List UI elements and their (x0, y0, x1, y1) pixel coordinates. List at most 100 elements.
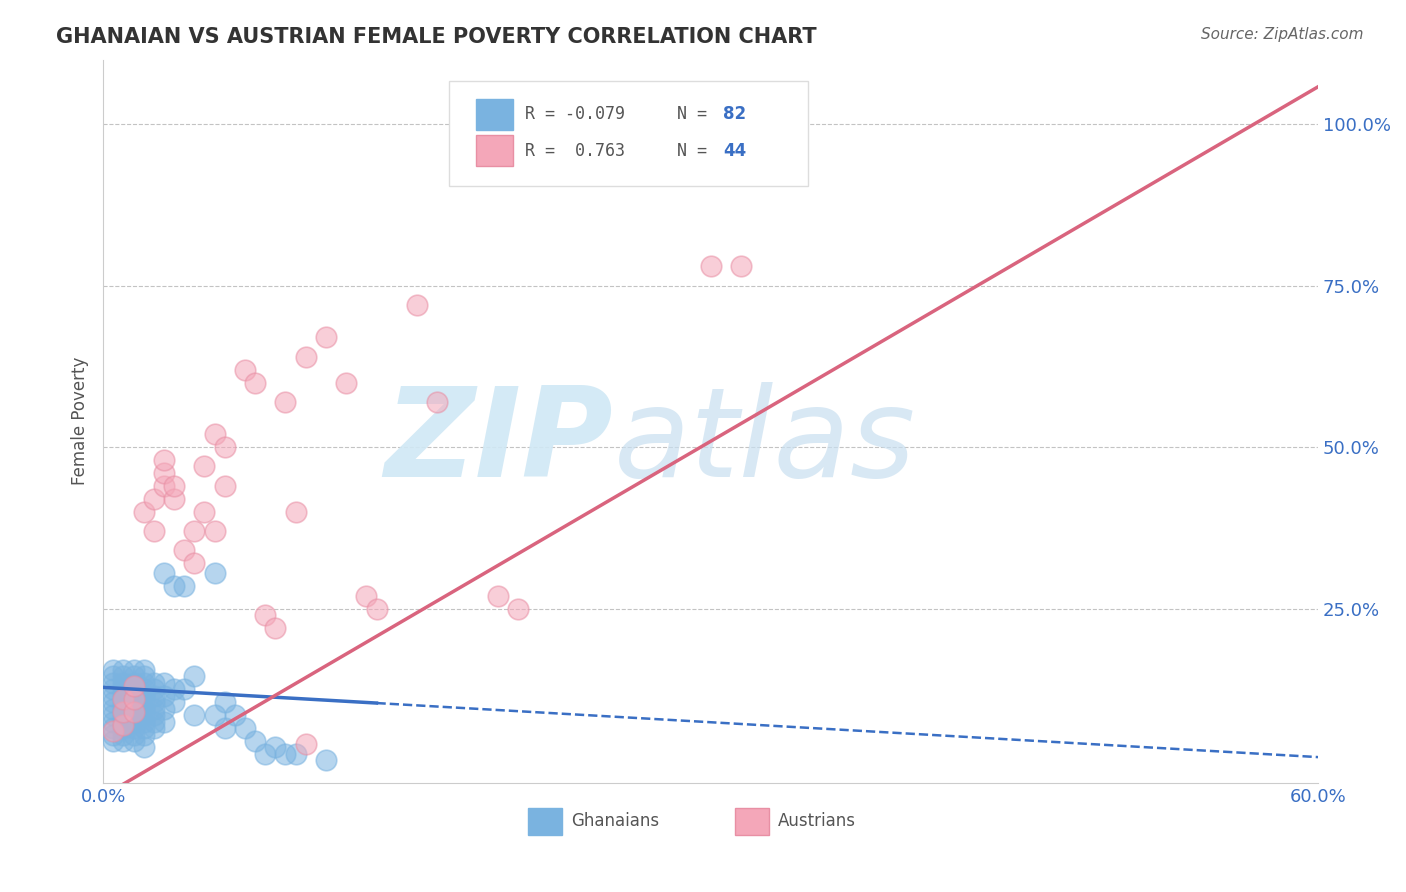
Text: atlas: atlas (613, 383, 915, 503)
Point (103, 676, 125, 690)
Point (243, 734, 266, 748)
Point (366, 601, 388, 615)
Text: Austrians: Austrians (778, 813, 855, 830)
Text: R =  0.763: R = 0.763 (524, 143, 624, 161)
Point (163, 479, 186, 493)
Point (122, 727, 145, 741)
Point (274, 395, 297, 409)
Point (406, 298, 429, 312)
Point (103, 682, 125, 697)
Point (112, 669, 135, 683)
Point (163, 491, 186, 506)
Point (233, 721, 256, 735)
Point (112, 692, 135, 706)
Point (183, 708, 205, 723)
Text: Source: ZipAtlas.com: Source: ZipAtlas.com (1201, 27, 1364, 42)
Point (153, 689, 176, 703)
Point (153, 453, 176, 467)
Point (132, 708, 155, 723)
Point (132, 676, 155, 690)
Point (153, 566, 176, 580)
Point (142, 491, 165, 506)
Point (173, 543, 195, 558)
Point (122, 721, 145, 735)
Point (122, 705, 145, 719)
Point (112, 676, 135, 690)
Point (426, 395, 449, 409)
Point (254, 747, 277, 761)
Point (112, 718, 135, 732)
Point (112, 727, 135, 741)
Point (142, 524, 165, 538)
Point (224, 708, 246, 723)
Point (112, 734, 135, 748)
Point (214, 695, 236, 709)
Point (142, 721, 165, 735)
Point (103, 695, 125, 709)
Point (204, 708, 226, 723)
Point (264, 621, 287, 635)
Point (508, 601, 530, 615)
Point (112, 708, 135, 723)
Point (112, 689, 135, 703)
Point (214, 479, 236, 493)
Point (103, 689, 125, 703)
FancyBboxPatch shape (477, 99, 513, 129)
Point (204, 566, 226, 580)
Point (486, 589, 509, 603)
Point (294, 350, 316, 364)
Point (142, 695, 165, 709)
Point (122, 734, 145, 748)
Point (132, 505, 155, 519)
Point (142, 708, 165, 723)
Text: R = -0.079: R = -0.079 (524, 105, 624, 123)
Point (284, 505, 307, 519)
Point (122, 701, 145, 715)
Point (112, 721, 135, 735)
Point (193, 459, 215, 474)
Point (173, 682, 195, 697)
Point (315, 330, 337, 344)
Point (112, 714, 135, 729)
Point (183, 669, 205, 683)
Point (142, 682, 165, 697)
Point (356, 589, 378, 603)
Point (132, 727, 155, 741)
Point (243, 376, 266, 390)
Y-axis label: Female Poverty: Female Poverty (72, 357, 89, 485)
FancyBboxPatch shape (529, 807, 562, 835)
Point (638, 136, 661, 151)
Text: Ghanaians: Ghanaians (571, 813, 659, 830)
Point (153, 714, 176, 729)
Point (112, 695, 135, 709)
Point (112, 663, 135, 677)
Point (132, 721, 155, 735)
Text: N =: N = (676, 143, 707, 161)
Point (103, 724, 125, 739)
Point (132, 695, 155, 709)
Point (132, 682, 155, 697)
Point (122, 695, 145, 709)
Point (163, 695, 186, 709)
Point (163, 579, 186, 593)
Point (142, 689, 165, 703)
Point (669, 136, 692, 151)
Point (103, 708, 125, 723)
Point (153, 676, 176, 690)
Point (132, 669, 155, 683)
Point (122, 669, 145, 683)
FancyBboxPatch shape (450, 81, 808, 186)
Point (730, 260, 752, 274)
Point (112, 701, 135, 715)
Point (193, 505, 215, 519)
Point (122, 676, 145, 690)
Point (214, 721, 236, 735)
Point (122, 689, 145, 703)
Point (103, 714, 125, 729)
Point (122, 714, 145, 729)
Text: 82: 82 (723, 105, 747, 123)
Point (204, 524, 226, 538)
Point (264, 740, 287, 755)
Point (103, 663, 125, 677)
Point (122, 692, 145, 706)
